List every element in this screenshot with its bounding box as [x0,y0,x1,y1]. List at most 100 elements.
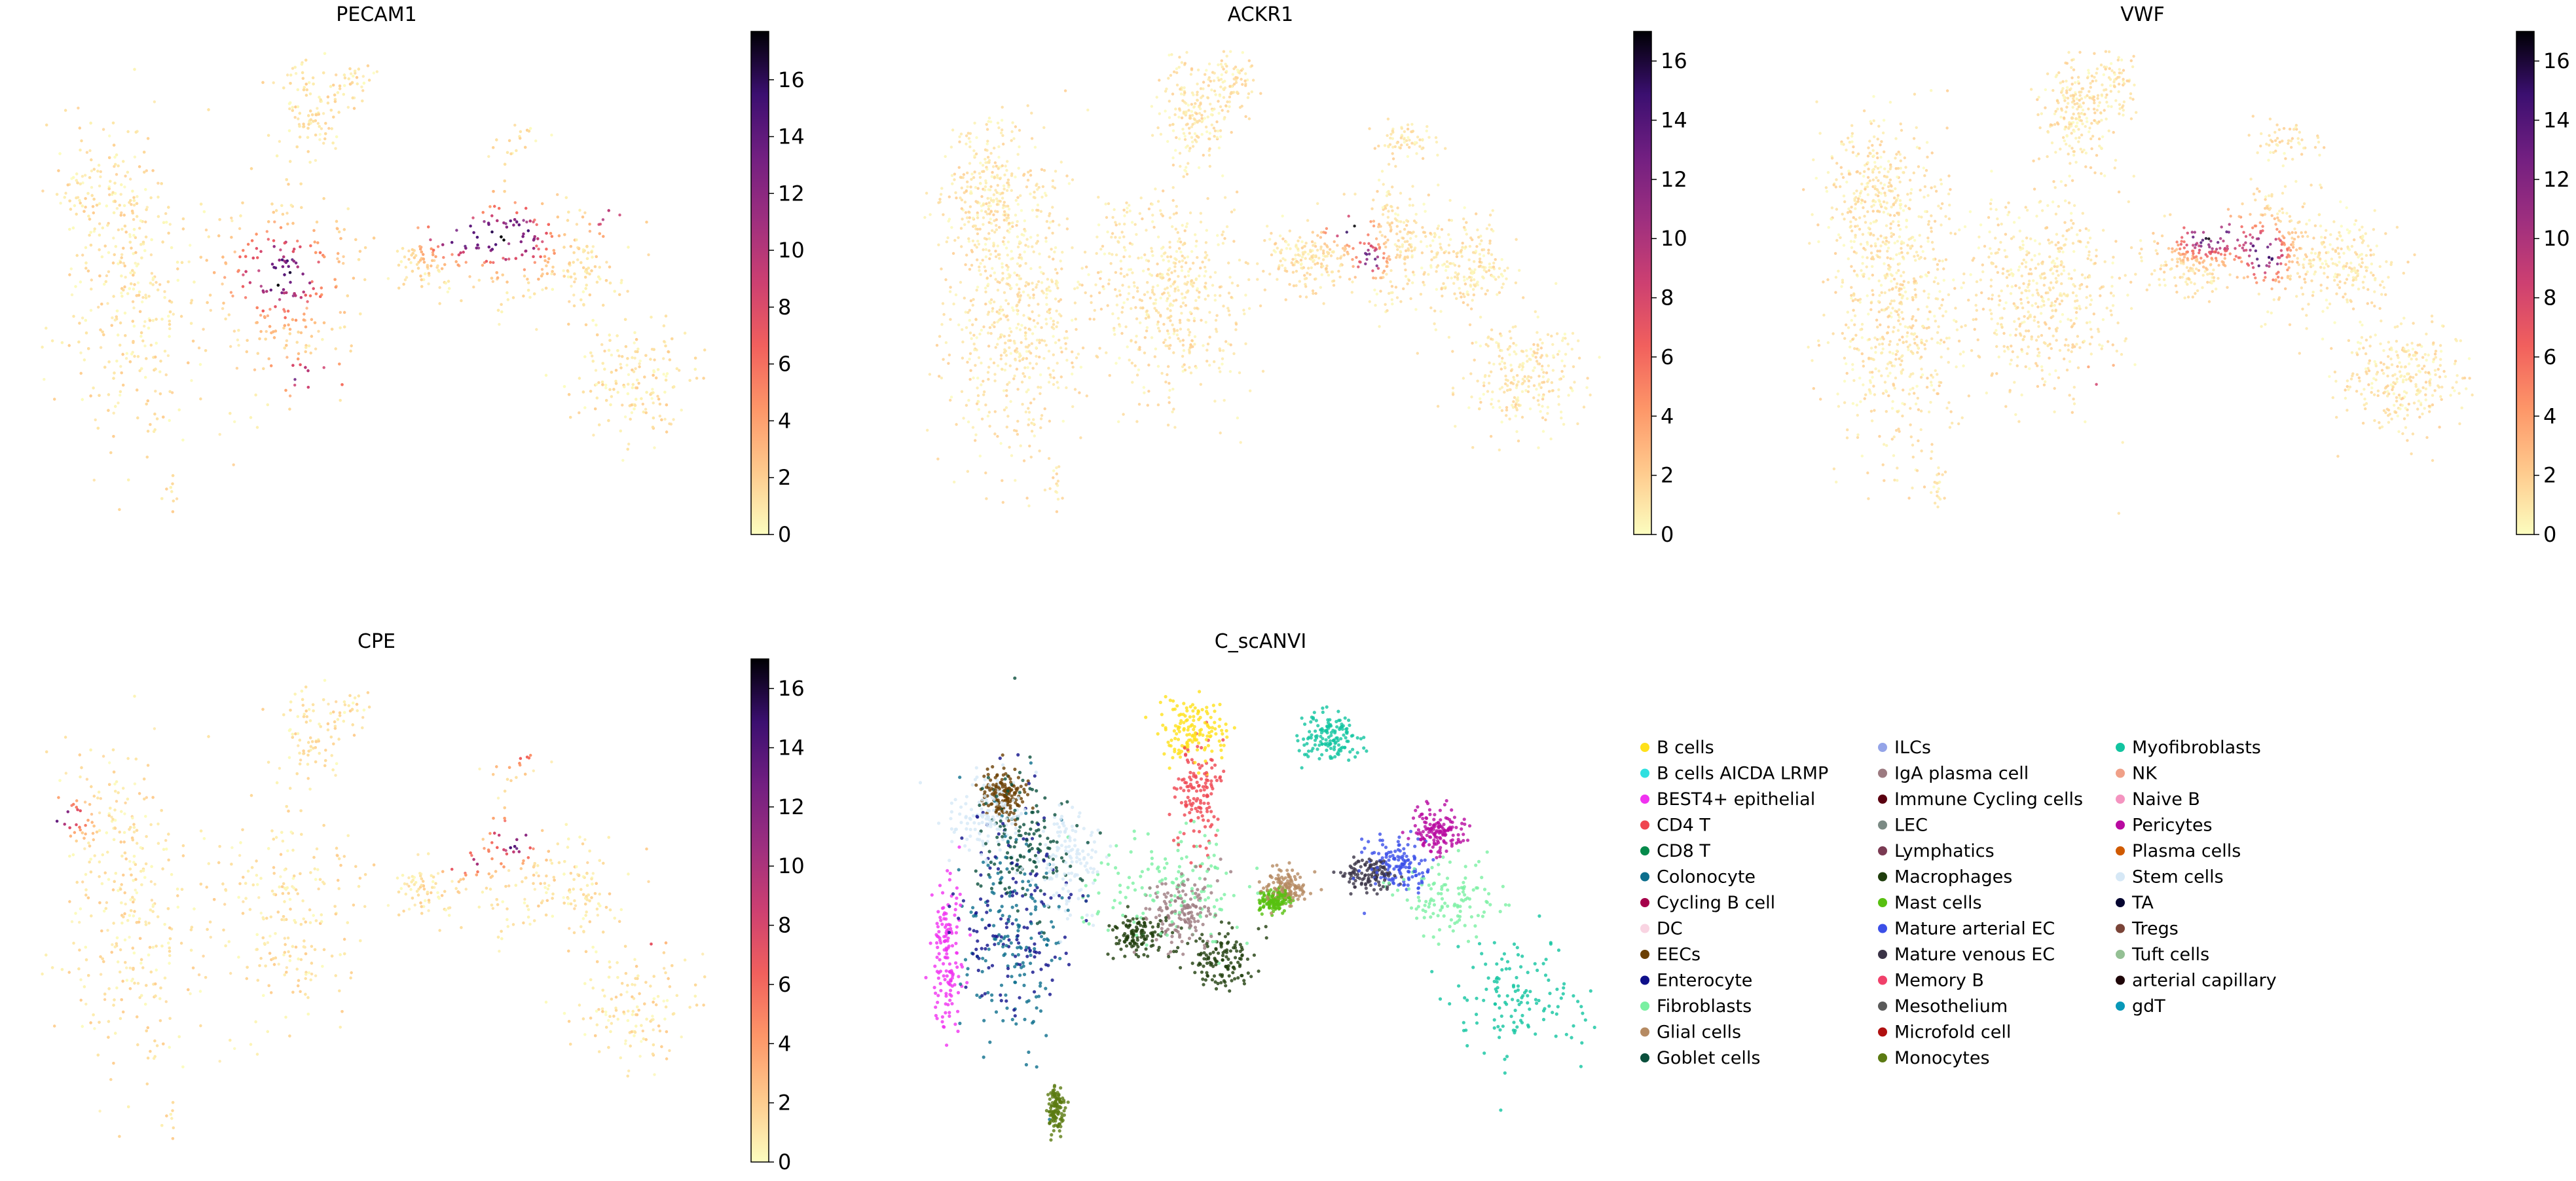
cell-point [573,280,576,284]
cell-point [141,300,144,304]
cell-point [1562,375,1565,379]
cell-point [438,286,441,290]
cell-point [498,323,501,326]
cell-point [1211,109,1214,112]
cell-point [1111,232,1114,235]
cell-point [1408,138,1411,142]
cell-point [1515,384,1518,387]
cell-point [1003,173,1006,177]
cell-point [1533,366,1536,369]
cell-point [1508,417,1511,421]
cell-point [1195,134,1199,138]
cell-point [1201,260,1204,264]
cell-point [1555,332,1559,335]
cell-point [1001,197,1004,200]
cell-point [1314,277,1317,280]
cell-point [75,212,78,216]
cell-point [1221,349,1225,352]
cell-point [1190,103,1194,106]
cell-point [1213,71,1216,75]
cell-point [81,204,84,208]
cell-point [318,96,321,99]
cell-point [122,288,125,291]
cell-point [535,328,538,331]
cell-point [1500,349,1503,352]
cell-point [605,399,608,402]
cell-point [618,214,621,217]
cell-point [160,318,164,321]
cell-point [155,318,158,321]
cell-point [85,151,89,154]
cell-point [1327,273,1331,277]
cell-point [503,190,506,193]
cell-point [1167,365,1170,368]
cell-point [1039,417,1043,421]
cell-point [1133,364,1137,367]
cell-point [117,164,120,168]
cell-point [1298,280,1302,283]
cell-point [1118,324,1122,328]
cell-point [287,129,291,132]
cell-point [1310,255,1314,258]
cell-point [1571,389,1574,392]
cell-point [1457,272,1460,276]
cell-point [1207,84,1211,87]
cell-point [1114,362,1118,365]
cell-point [1389,136,1392,140]
cell-point [1479,397,1482,400]
cell-point [165,487,168,491]
cell-point [626,357,629,360]
cell-point [1207,258,1211,262]
cell-point [972,298,975,301]
cell-point [1098,291,1101,295]
cell-point [1215,120,1219,124]
cell-point [572,251,576,254]
cell-point [302,318,306,322]
cell-point [132,228,136,231]
cell-point [959,132,963,136]
cell-point [1378,325,1381,328]
cell-point [566,219,570,222]
cell-point [1469,372,1473,375]
cell-point [1598,356,1601,359]
cell-point [145,455,149,459]
cell-point [625,364,629,367]
cell-point [43,378,46,381]
cell-point [580,298,583,301]
cell-point [1187,270,1190,273]
cell-point [616,349,619,352]
cell-point [1002,389,1006,392]
cell-point [1175,83,1179,86]
cell-point [1416,352,1419,355]
cell-point [1408,197,1412,201]
cell-point [991,229,994,233]
cell-point [1099,270,1103,274]
cell-point [985,128,989,131]
cell-point [923,216,927,219]
cell-point [1453,263,1457,267]
cell-point [1016,220,1019,223]
cell-point [662,373,665,376]
cell-point [598,277,602,281]
cell-point [513,201,517,204]
cell-point [1206,115,1209,119]
cell-point [1020,324,1023,327]
cell-point [604,383,608,387]
cell-point [469,224,472,228]
cell-point [986,197,989,200]
cell-point [89,231,92,234]
cell-point [1529,347,1533,351]
cell-point [1065,358,1069,362]
cell-point [507,242,511,246]
cell-point [63,196,66,199]
cell-point [1486,345,1490,348]
cell-point [549,232,553,235]
cell-point [1410,246,1413,249]
cell-point [517,223,521,227]
cell-point [138,290,141,293]
cell-point [1391,302,1394,306]
cell-point [1153,355,1157,358]
cell-point [1127,285,1131,289]
cell-point [354,238,358,241]
cell-point [1230,130,1233,134]
